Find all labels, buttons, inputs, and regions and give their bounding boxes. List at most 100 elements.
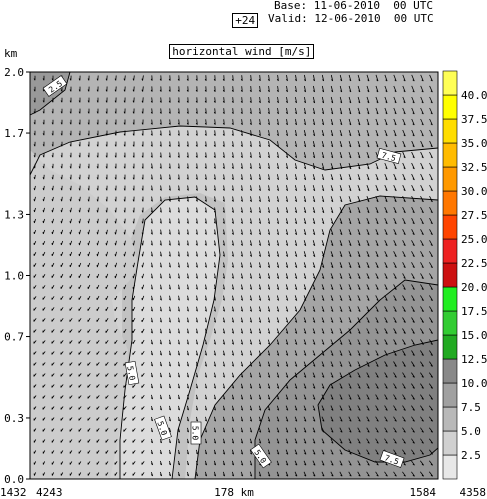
wind-arrow [402, 339, 406, 345]
wind-arrow [420, 306, 424, 312]
wind-arrow [204, 350, 207, 356]
wind-arrow [285, 350, 289, 356]
wind-arrow [402, 361, 406, 367]
wind-arrow [96, 317, 100, 323]
wind-arrow [222, 185, 225, 191]
wind-arrow [294, 350, 298, 356]
wind-arrow [96, 185, 99, 191]
wind-arrow [429, 185, 433, 192]
wind-arrow [69, 152, 72, 158]
wind-arrow [321, 207, 325, 214]
wind-arrow [294, 86, 297, 93]
wind-arrow [177, 394, 180, 400]
wind-arrow [159, 97, 162, 103]
wind-arrow [42, 97, 45, 103]
wind-arrow [321, 438, 325, 444]
wind-arrow [312, 273, 316, 279]
wind-arrow [96, 141, 99, 147]
wind-arrow [312, 295, 316, 301]
wind-arrow [51, 417, 55, 421]
wind-arrow [402, 251, 406, 258]
wind-arrow [294, 339, 298, 345]
colorbar-tick-label: 15.0 [461, 329, 487, 342]
wind-arrow [123, 196, 126, 202]
wind-arrow [420, 151, 424, 159]
wind-arrow [303, 416, 307, 422]
wind-arrow [411, 162, 415, 170]
wind-arrow [258, 306, 262, 312]
wind-arrow [366, 394, 370, 400]
wind-arrow [303, 438, 307, 444]
wind-arrow [213, 383, 216, 389]
wind-arrow [195, 317, 198, 323]
wind-arrow [402, 107, 406, 115]
plot-area: 2.55.05.0 5.05.07.57.5 [29, 71, 439, 480]
wind-arrow [429, 129, 433, 137]
wind-arrow [249, 108, 252, 115]
wind-arrow [141, 86, 144, 92]
wind-arrow [123, 119, 126, 125]
wind-arrow [51, 152, 54, 158]
wind-arrow [294, 207, 298, 213]
wind-arrow [312, 405, 316, 411]
wind-arrow [294, 438, 298, 444]
wind-arrow [150, 427, 153, 433]
wind-arrow [411, 273, 415, 279]
wind-arrow [267, 284, 271, 290]
wind-arrow [375, 328, 379, 334]
wind-arrow [267, 416, 271, 422]
wind-arrow [240, 119, 243, 126]
wind-arrow [132, 350, 136, 356]
base-date-label: Base: 11-06-2010 00 UTC [274, 0, 433, 12]
wind-arrow [159, 449, 162, 455]
wind-arrow [51, 340, 55, 344]
wind-arrow [375, 85, 379, 93]
colorbar-swatch [442, 70, 458, 96]
wind-arrow [276, 75, 279, 82]
wind-arrow [303, 284, 307, 290]
wind-arrow [402, 96, 406, 104]
wind-arrow [357, 118, 361, 126]
wind-arrow [114, 229, 117, 235]
wind-arrow [312, 74, 315, 82]
wind-arrow [231, 207, 234, 213]
wind-arrow [114, 461, 118, 465]
wind-arrow [42, 351, 46, 355]
wind-arrow [348, 361, 352, 367]
wind-arrow [159, 86, 162, 92]
wind-arrow [96, 306, 100, 312]
wind-arrow [249, 196, 252, 202]
wind-arrow [159, 152, 162, 158]
wind-arrow [177, 174, 180, 180]
wind-arrow [419, 449, 425, 455]
wind-arrow [402, 129, 406, 137]
wind-arrow [240, 108, 243, 115]
wind-arrow [78, 229, 81, 235]
wind-arrow [348, 471, 352, 477]
wind-arrow [195, 339, 198, 345]
wind-arrow [348, 107, 352, 115]
wind-arrow [132, 472, 136, 476]
wind-arrow [105, 141, 108, 147]
wind-arrow [150, 383, 153, 389]
wind-arrow [213, 196, 216, 202]
wind-arrow [393, 405, 397, 411]
wind-arrow [168, 416, 171, 422]
wind-arrow [186, 174, 189, 180]
wind-arrow [303, 251, 307, 257]
wind-arrow [141, 185, 144, 191]
wind-arrow [312, 251, 316, 257]
colorbar-tick-label: 7.5 [461, 401, 481, 414]
wind-arrow [321, 284, 325, 290]
region-5 [120, 197, 220, 479]
wind-arrow [321, 405, 325, 411]
wind-arrow [96, 428, 100, 432]
wind-arrow [51, 450, 55, 454]
wind-arrow [195, 240, 198, 246]
bottom-label-left-outer: 1432 [0, 486, 27, 499]
wind-arrow [258, 361, 262, 367]
wind-arrow [429, 196, 433, 203]
wind-arrow [69, 384, 73, 388]
wind-arrow [60, 351, 64, 355]
wind-arrow [339, 383, 343, 389]
